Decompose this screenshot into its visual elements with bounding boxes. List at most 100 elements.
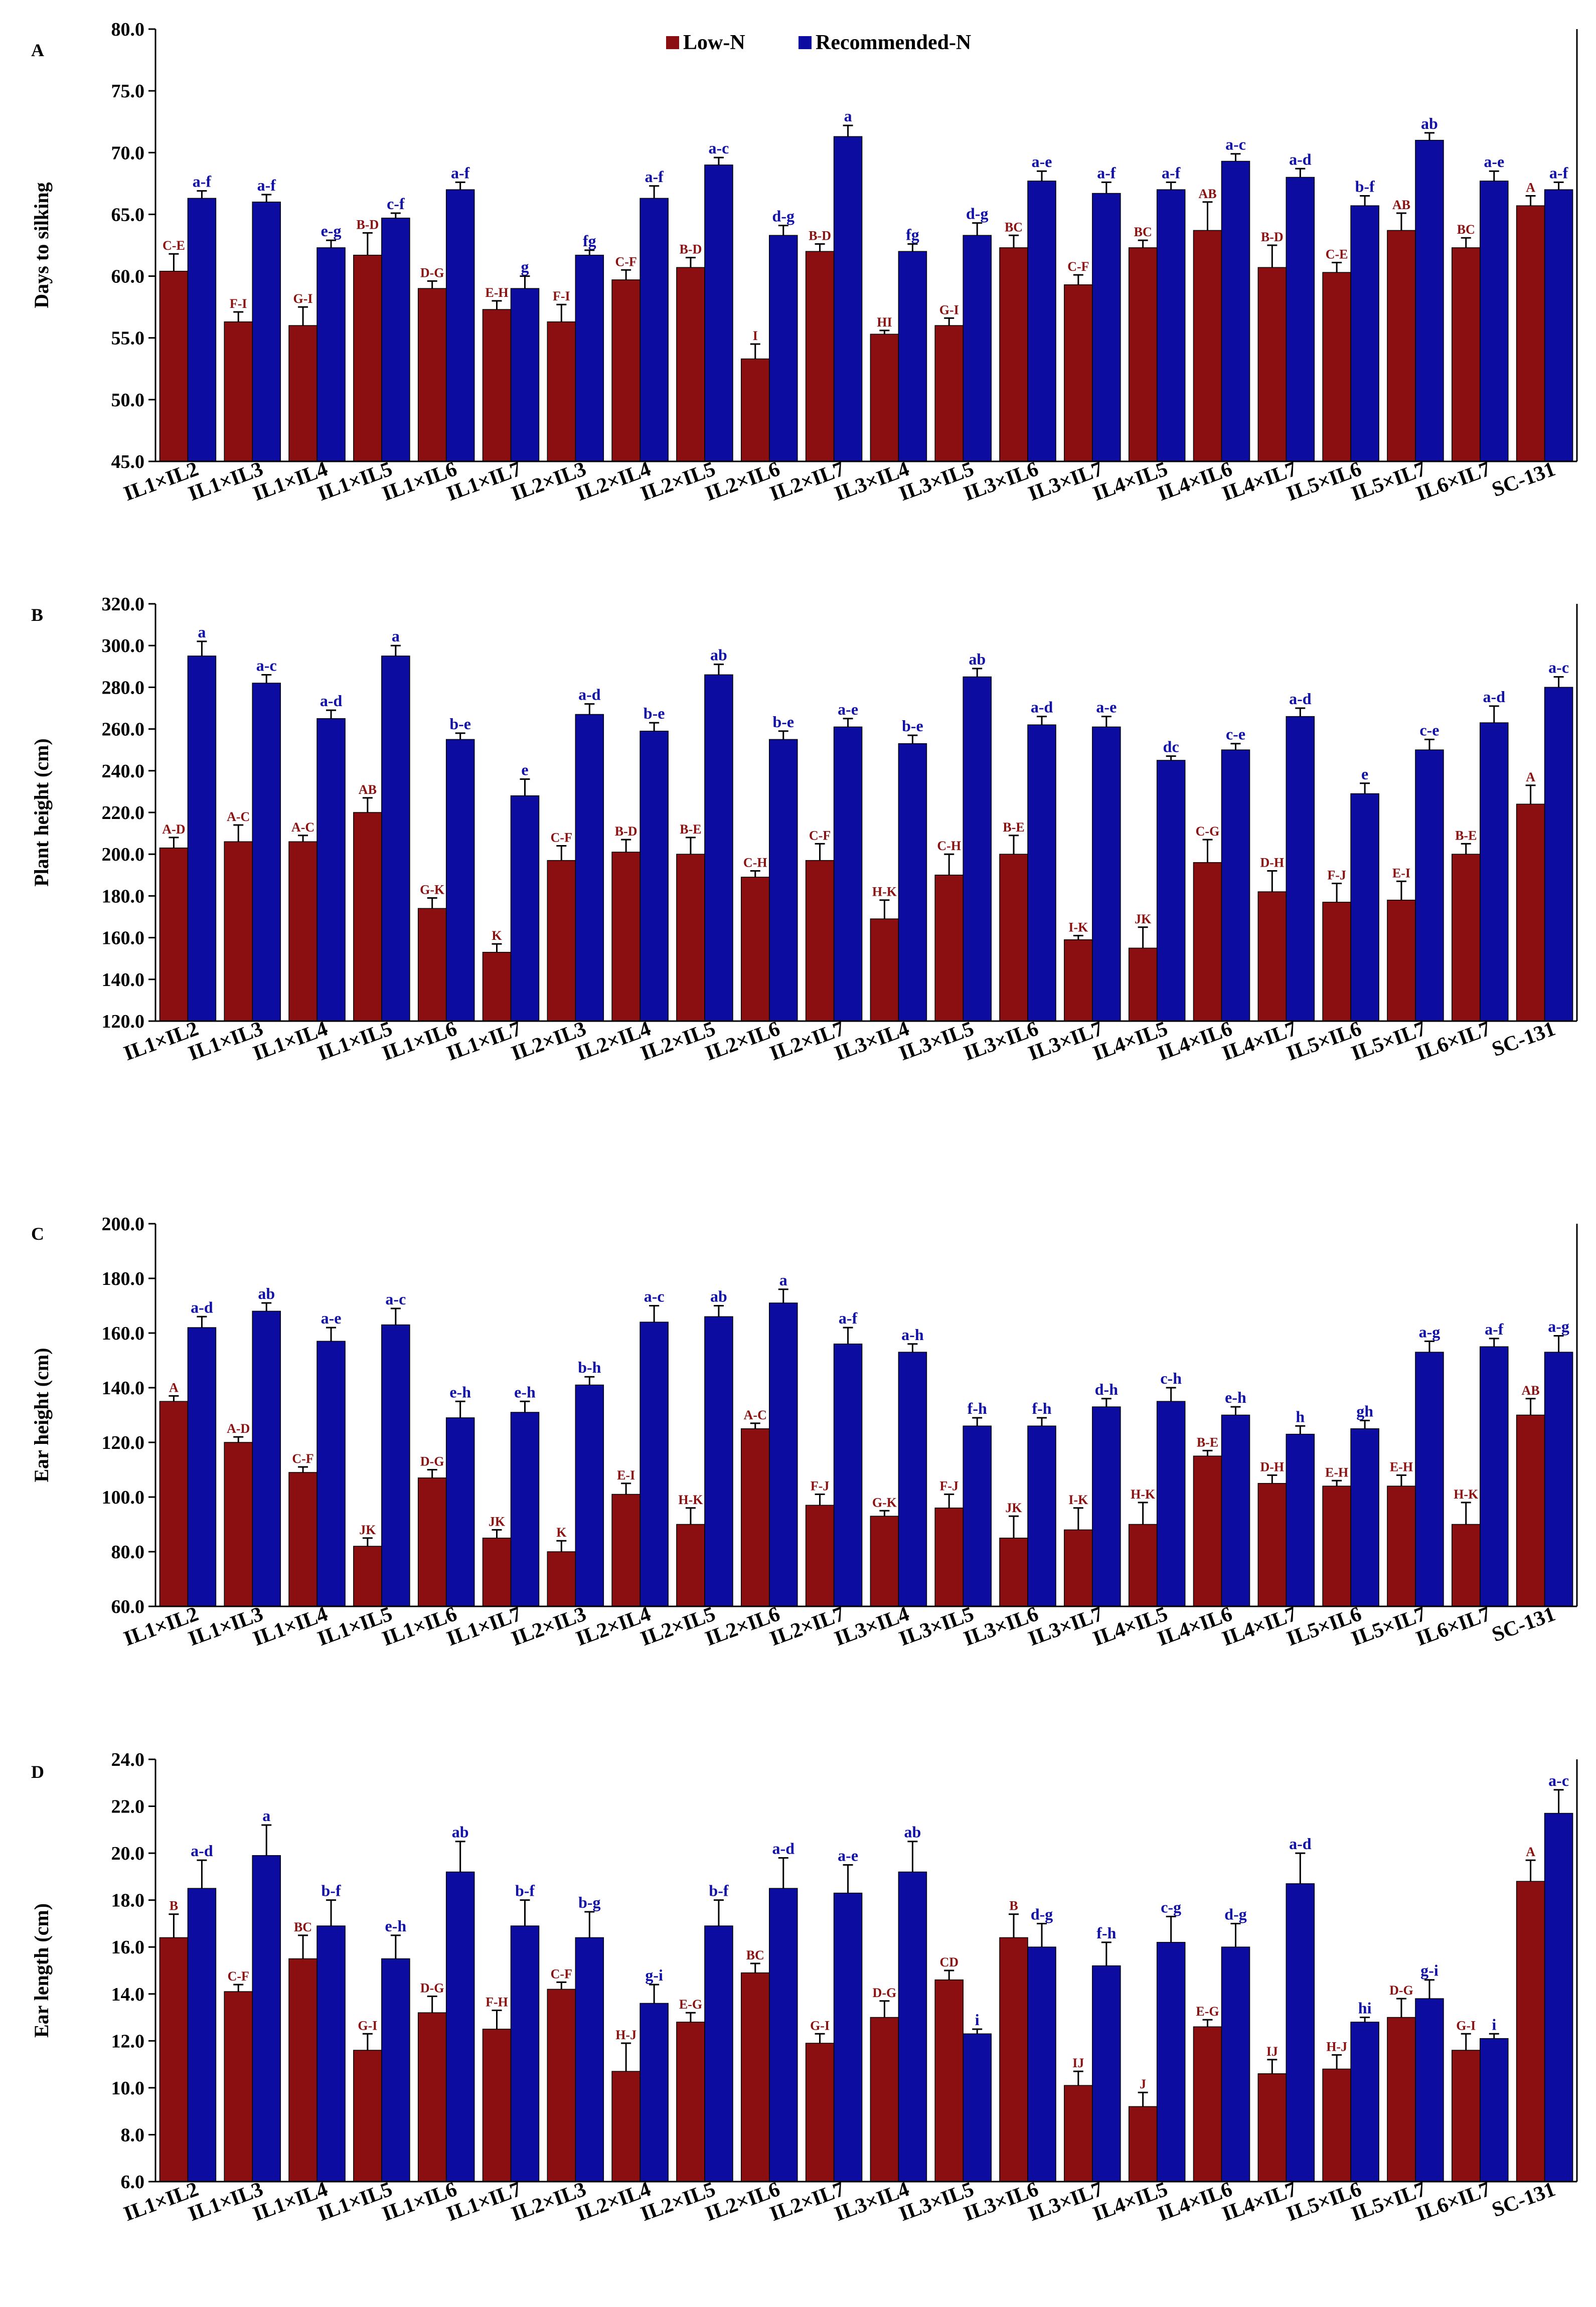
y-tick-label: 20.0 [111, 1843, 145, 1864]
legend-swatch-low [666, 36, 679, 49]
x-tick-label: IL1×IL7 [444, 2178, 525, 2226]
y-tick-label: 65.0 [111, 204, 145, 225]
x-tick-label: IL5×IL6 [1284, 1017, 1364, 1065]
legend: Low-N Recommended-N [666, 31, 971, 54]
bar-low [1257, 1483, 1287, 1607]
y-tick-label: 120.0 [102, 1011, 145, 1032]
bar-rec [1286, 1433, 1315, 1607]
significance-label-rec: f-h [1032, 1399, 1051, 1417]
x-tick-label: IL6×IL7 [1413, 457, 1494, 506]
significance-label-low: B-D [1261, 230, 1284, 244]
significance-label-rec: ab [969, 650, 986, 668]
significance-label-low: I-K [1068, 1493, 1088, 1507]
bar-low [224, 1991, 253, 2182]
significance-label-low: F-H [486, 1995, 508, 2010]
significance-label-rec: g-i [1420, 1961, 1439, 1980]
bar-rec [1092, 1965, 1121, 2182]
significance-label-low: H-K [1454, 1487, 1479, 1502]
significance-label-rec: a-f [451, 163, 470, 182]
significance-label-rec: a-c [1548, 658, 1569, 677]
significance-label-rec: a-f [1162, 163, 1181, 182]
bar-low [805, 251, 835, 462]
panel-letter: C [31, 1224, 44, 1244]
x-tick-label: IL3×IL6 [961, 1017, 1041, 1065]
significance-label-low: C-F [1067, 259, 1089, 274]
significance-label-low: JK [489, 1514, 506, 1529]
significance-label-rec: e-h [514, 1383, 536, 1401]
significance-label-low: D-G [420, 265, 444, 280]
bar-rec [316, 247, 346, 462]
bar-rec [1027, 724, 1056, 1022]
x-tick-label: IL3×IL6 [961, 2178, 1041, 2226]
significance-label-rec: c-f [387, 195, 405, 213]
bar-rec [1350, 205, 1379, 462]
x-tick-label: IL4×IL5 [1090, 457, 1171, 506]
bar-low [288, 1958, 317, 2182]
y-tick-label: 24.0 [111, 1749, 145, 1770]
significance-label-low: C-H [743, 855, 767, 870]
x-tick-label: IL1×IL3 [186, 457, 266, 506]
bar-low [1128, 947, 1158, 1022]
bar-low [1257, 2073, 1287, 2182]
y-tick-label: 6.0 [121, 2172, 145, 2193]
significance-label-low: C-E [163, 238, 185, 253]
bar-rec [510, 288, 540, 462]
panel-c: C Ear height (cm) 60.0 80.0 100.0 120.0 140.0 1… [30, 1214, 1578, 1651]
bar-rec [316, 1341, 346, 1607]
bar-low [1322, 1486, 1351, 1607]
x-tick-label: IL3×IL4 [832, 1017, 912, 1065]
significance-label-rec: i [975, 2011, 980, 2029]
significance-label-rec: a-f [193, 173, 212, 191]
bar-low [870, 334, 899, 462]
significance-label-rec: a-e [1096, 698, 1116, 716]
x-tick-label: IL5×IL7 [1348, 2178, 1429, 2226]
bar-rec [704, 1316, 733, 1607]
significance-label-low: G-I [939, 302, 959, 317]
bar-low [1064, 284, 1093, 462]
y-tick-label: 100.0 [102, 1487, 145, 1508]
bar-rec [445, 189, 475, 462]
bar-rec [1544, 687, 1573, 1022]
x-tick-label: IL3×IL5 [896, 1017, 977, 1065]
significance-label-low: D-H [1260, 855, 1284, 870]
bar-low [159, 1937, 189, 2182]
x-tick-label: IL1×IL5 [314, 1602, 395, 1651]
significance-label-rec: a-c [256, 656, 277, 674]
significance-label-rec: a-d [1483, 688, 1506, 706]
bar-low [1387, 899, 1416, 1022]
significance-label-rec: ab [904, 1823, 921, 1841]
bar-rec [833, 1892, 863, 2182]
bar-rec [1415, 139, 1444, 462]
bar-rec [640, 2003, 669, 2182]
significance-label-low: H-J [1326, 2039, 1347, 2054]
significance-label-rec: h [1296, 1407, 1305, 1425]
significance-label-low: B-E [1455, 828, 1477, 843]
bar-rec [1350, 2022, 1379, 2182]
bar-rec [187, 1888, 217, 2182]
bar-low [1128, 2106, 1158, 2182]
significance-label-rec: e-h [449, 1383, 471, 1401]
significance-label-rec: a-c [644, 1287, 665, 1305]
bar-rec [640, 198, 669, 462]
bar-low [611, 279, 641, 462]
significance-label-low: BC [746, 1948, 764, 1962]
bar-rec [1221, 160, 1250, 462]
significance-label-low: B-E [1197, 1435, 1218, 1449]
significance-label-low: G-K [872, 1495, 897, 1510]
bar-rec [1350, 1428, 1379, 1607]
significance-label-rec: fg [583, 232, 596, 250]
bar-low [676, 267, 705, 462]
x-tick-label: IL2×IL7 [767, 2178, 848, 2226]
significance-label-rec: d-g [1031, 1905, 1053, 1923]
significance-label-rec: i [1492, 2015, 1496, 2033]
x-tick-label: IL4×IL7 [1219, 2178, 1300, 2226]
panel-d: D Ear length (cm) 6.0 8.0 10.0 12.0 14.0 16.0 18… [30, 1749, 1578, 2226]
significance-label-rec: a-f [645, 168, 664, 186]
y-tick-label: 14.0 [111, 1984, 145, 2005]
bar-rec [1221, 749, 1250, 1022]
significance-label-rec: b-e [902, 717, 923, 735]
bar-rec [187, 1327, 217, 1607]
significance-label-rec: a-c [385, 1290, 406, 1308]
x-tick-label: IL4×IL6 [1155, 1017, 1235, 1065]
x-tick-label: IL4×IL5 [1090, 2178, 1171, 2226]
